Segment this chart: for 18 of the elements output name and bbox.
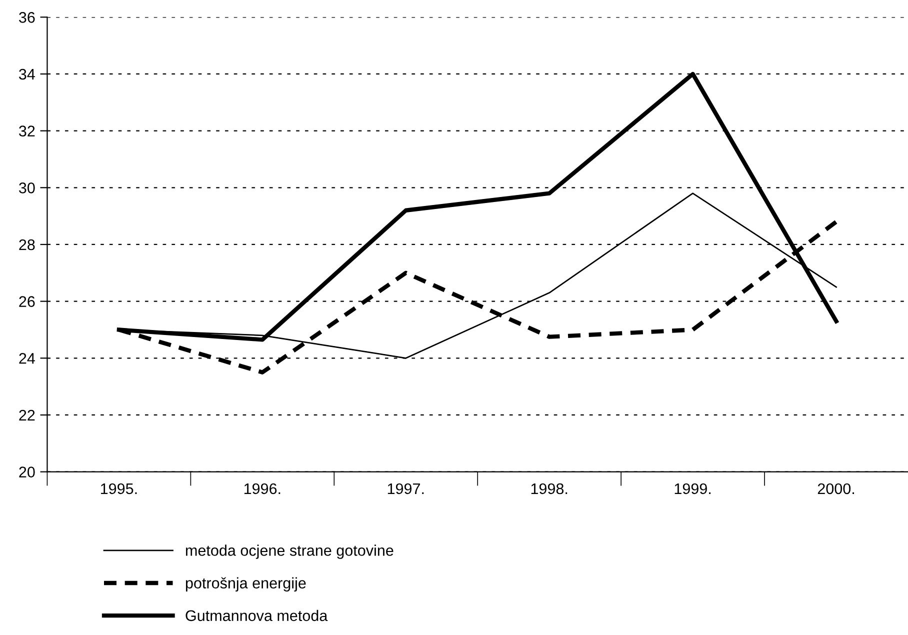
y-tick-label: 36 xyxy=(19,12,35,23)
x-tick-label: 1999. xyxy=(674,483,711,494)
y-tick-label: 32 xyxy=(19,126,35,136)
y-tick-label: 24 xyxy=(19,353,35,364)
y-tick-label: 30 xyxy=(19,182,35,194)
legend-label: Gutmannova metoda xyxy=(186,610,328,622)
x-tick-label: 1996. xyxy=(244,483,280,494)
y-tick-label: 22 xyxy=(19,410,35,421)
x-tick-label: 1995. xyxy=(101,483,137,494)
x-tick-label: 1998. xyxy=(531,483,568,494)
x-tick-label: 1997. xyxy=(388,483,424,494)
y-tick-label: 28 xyxy=(19,239,35,250)
y-tick-label: 26 xyxy=(19,296,35,307)
x-tick-label: 2000. xyxy=(818,483,854,494)
legend-label: metoda ocjene strane gotovine xyxy=(186,544,394,559)
y-tick-label: 34 xyxy=(19,68,35,80)
y-tick-label: 20 xyxy=(19,466,35,478)
legend-label: potrošnja energije xyxy=(186,577,306,592)
